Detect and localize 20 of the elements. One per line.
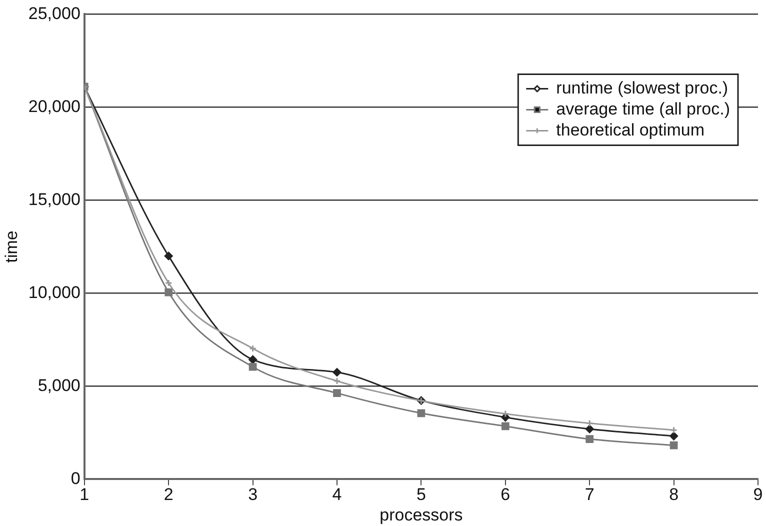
- x-tick-label: 6: [500, 485, 510, 504]
- x-tick-label: 8: [669, 485, 679, 504]
- y-tick-label: 0: [70, 468, 80, 488]
- x-tick-label: 2: [164, 485, 174, 504]
- x-tick-label: 5: [416, 485, 426, 504]
- y-tick-label: 10,000: [28, 282, 80, 302]
- legend-label: runtime (slowest proc.): [556, 78, 728, 98]
- y-axis-title: time: [2, 230, 21, 263]
- x-tick-label: 3: [248, 485, 258, 504]
- y-tick-label: 20,000: [28, 96, 80, 116]
- y-tick-label: 15,000: [28, 190, 80, 209]
- x-tick-label: 4: [332, 485, 342, 504]
- x-axis-title: processors: [380, 505, 463, 524]
- y-tick-label: 25,000: [28, 4, 80, 23]
- x-tick-label: 1: [80, 485, 90, 504]
- y-tick-label: 5,000: [38, 376, 80, 395]
- legend-label: theoretical optimum: [556, 120, 704, 140]
- legend-label: average time (all proc.): [556, 99, 730, 118]
- x-tick-label: 7: [584, 485, 594, 504]
- x-tick-label: 9: [753, 485, 763, 504]
